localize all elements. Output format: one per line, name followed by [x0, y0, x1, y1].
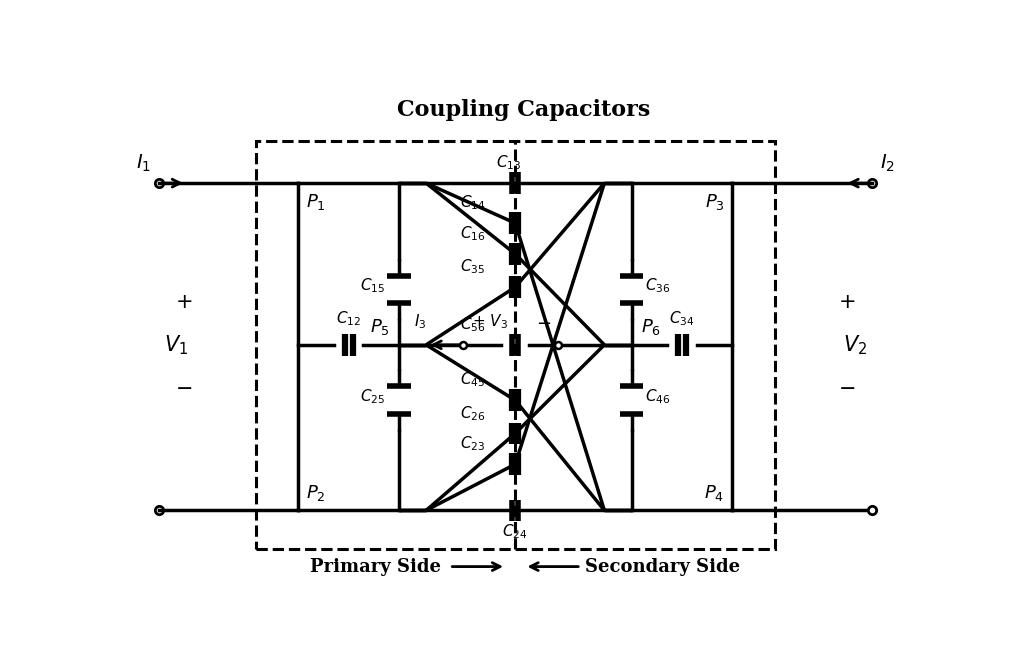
Text: $P_2$: $P_2$	[306, 483, 326, 503]
Text: $P_5$: $P_5$	[370, 317, 389, 337]
Text: $V_1$: $V_1$	[164, 333, 188, 356]
Text: $C_{13}$: $C_{13}$	[497, 153, 521, 172]
Text: $C_{25}$: $C_{25}$	[360, 387, 385, 406]
Text: Primary Side: Primary Side	[311, 558, 442, 576]
Text: $I_3$: $I_3$	[414, 313, 426, 331]
Text: $V_2$: $V_2$	[842, 333, 867, 356]
Text: $P_4$: $P_4$	[704, 483, 725, 503]
Text: $+\ V_3$: $+\ V_3$	[472, 313, 508, 331]
Text: $C_{15}$: $C_{15}$	[360, 276, 385, 295]
Text: Coupling Capacitors: Coupling Capacitors	[398, 99, 650, 121]
Text: $C_{56}$: $C_{56}$	[460, 315, 485, 334]
Text: $+$: $+$	[175, 292, 192, 313]
Text: $C_{24}$: $C_{24}$	[503, 523, 528, 542]
Text: $-$: $-$	[838, 377, 855, 397]
Text: $C_{46}$: $C_{46}$	[646, 387, 671, 406]
Text: $C_{26}$: $C_{26}$	[460, 404, 485, 422]
Text: $C_{36}$: $C_{36}$	[646, 276, 671, 295]
Text: $C_{16}$: $C_{16}$	[460, 225, 485, 243]
Text: $-$: $-$	[537, 313, 552, 331]
Text: $C_{35}$: $C_{35}$	[460, 258, 485, 276]
Text: $I_2$: $I_2$	[880, 153, 894, 174]
Text: $C_{23}$: $C_{23}$	[460, 435, 485, 454]
Text: $P_3$: $P_3$	[705, 192, 725, 212]
Text: $-$: $-$	[175, 377, 192, 397]
Text: $C_{34}$: $C_{34}$	[669, 309, 695, 328]
Text: $P_1$: $P_1$	[306, 192, 326, 212]
Text: $C_{12}$: $C_{12}$	[336, 309, 361, 328]
Text: $I_1$: $I_1$	[136, 153, 151, 174]
Text: Secondary Side: Secondary Side	[585, 558, 740, 576]
Text: $C_{45}$: $C_{45}$	[460, 371, 485, 389]
Text: $C_{14}$: $C_{14}$	[460, 193, 485, 212]
Text: $P_6$: $P_6$	[641, 317, 661, 337]
Text: $+$: $+$	[838, 292, 855, 313]
